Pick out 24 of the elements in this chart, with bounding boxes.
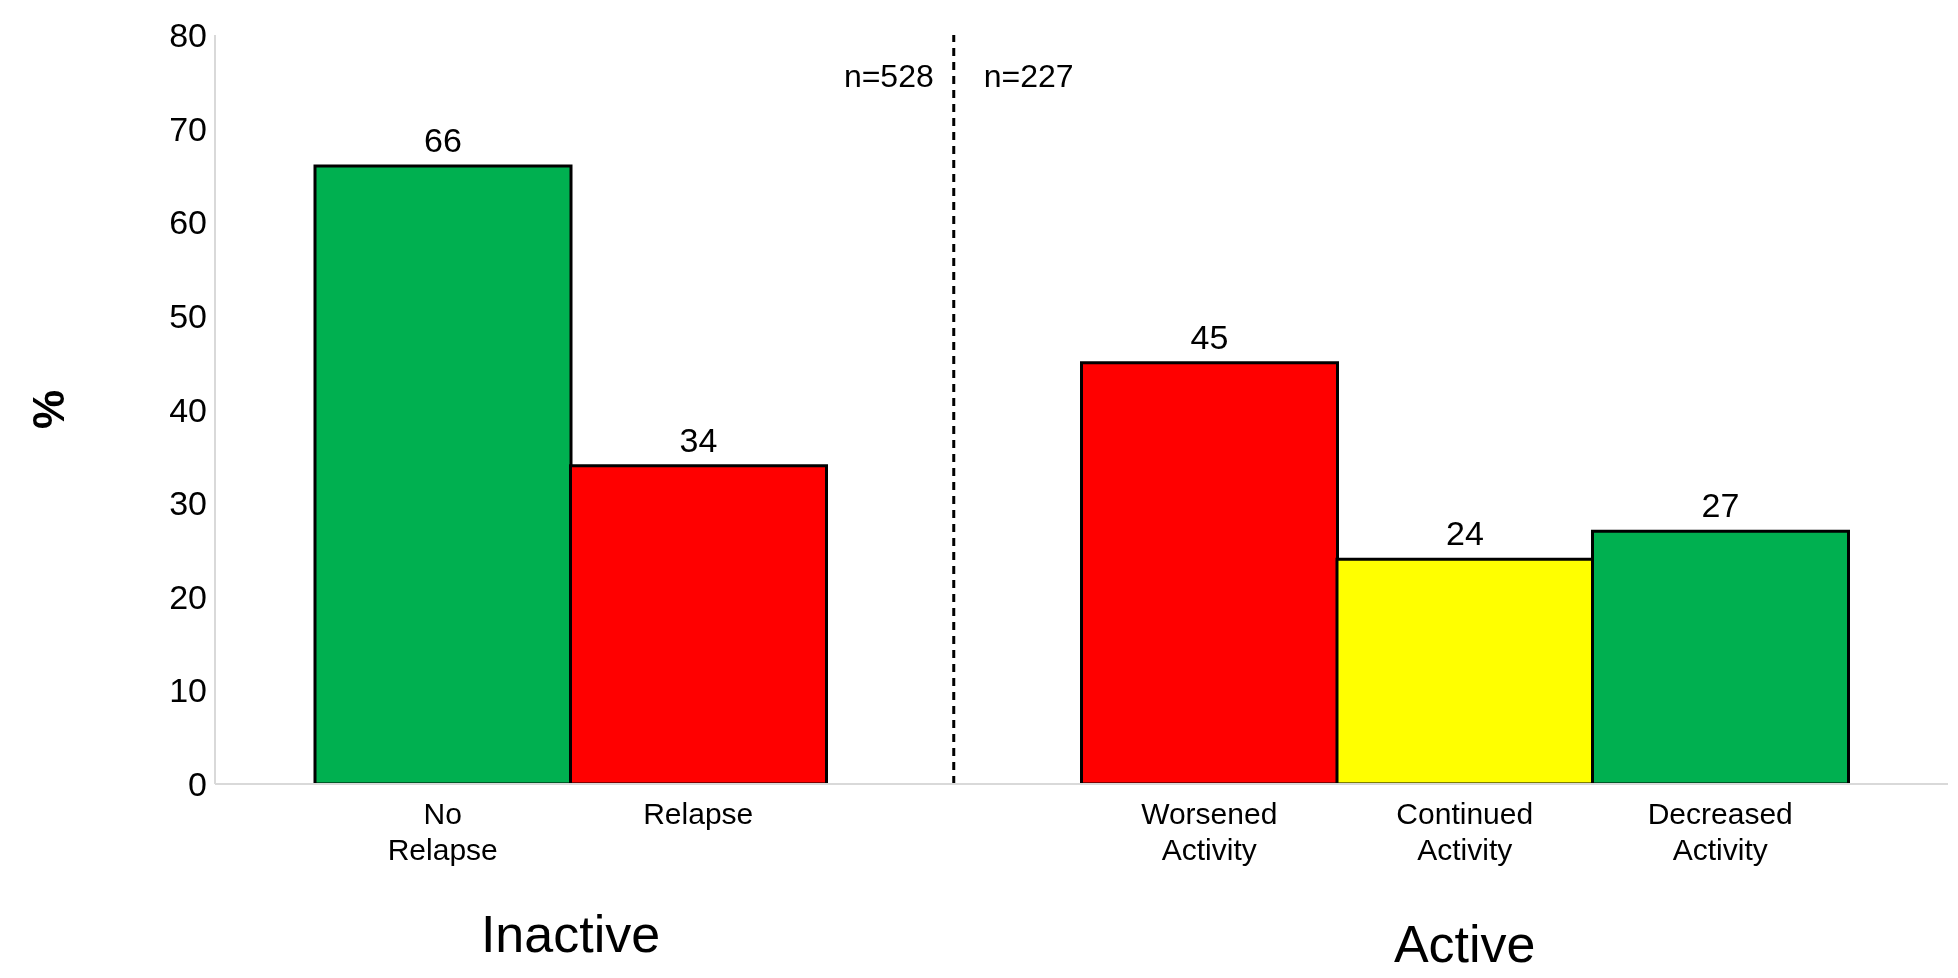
y-tick-label: 70: [169, 109, 207, 148]
x-tick-label: Relapse: [643, 797, 754, 830]
data-label: 66: [424, 121, 462, 160]
x-tick-label: Worsened Activity: [1141, 797, 1278, 866]
data-label: 24: [1446, 514, 1484, 553]
y-tick-label: 0: [188, 765, 207, 804]
text: Inactive: [479, 904, 662, 964]
y-tick-label: 50: [169, 296, 207, 335]
y-tick-label: 30: [169, 484, 207, 523]
y-tick-label: 80: [169, 16, 207, 55]
y-tick-label: 10: [169, 671, 207, 710]
annotation: n=227: [983, 58, 1074, 95]
text: Active: [1392, 914, 1537, 974]
x-tick-label: No Relapse: [387, 797, 498, 866]
y-axis-title: %: [23, 389, 73, 430]
x-tick-label: Decreased Activity: [1647, 797, 1793, 866]
x-tick-label: Continued Activity: [1396, 797, 1534, 866]
y-tick-label: 20: [169, 577, 207, 616]
data-label: 34: [679, 420, 718, 459]
data-label: 45: [1190, 317, 1229, 356]
annotation: n=528: [842, 58, 934, 95]
y-tick-label: 60: [169, 203, 207, 242]
y-tick-label: 40: [169, 390, 207, 429]
data-label: 27: [1701, 486, 1740, 525]
